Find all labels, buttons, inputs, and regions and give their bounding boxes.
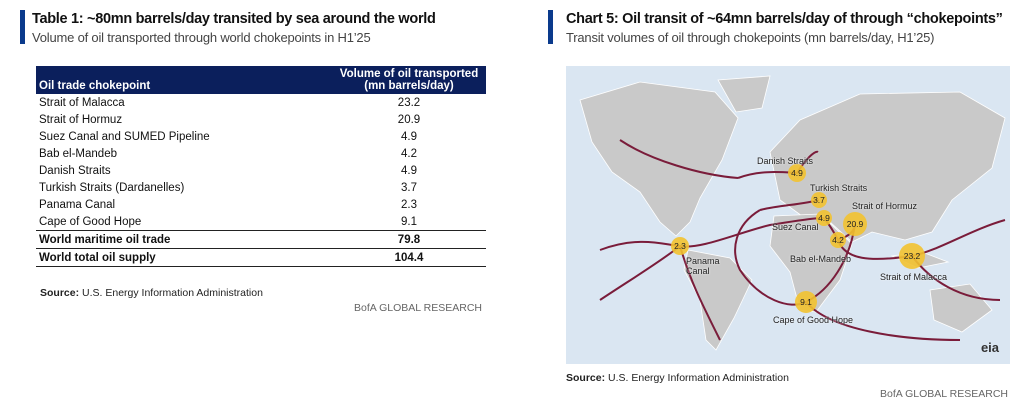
- chokepoint-label: Strait of Malacca: [880, 272, 948, 282]
- marker-value: 4.9: [791, 168, 803, 178]
- chokepoint-markers: 4.9 3.7 4.9 20.94.2 23.2 2.3 9.1: [671, 164, 925, 313]
- source-text: U.S. Energy Information Administration: [82, 287, 263, 299]
- volume: 23.2: [397, 96, 421, 109]
- table-row: Strait of Malacca 23.2: [36, 94, 486, 111]
- chokepoint-label: Suez Canal: [772, 222, 819, 232]
- table-row: Turkish Straits (Dardanelles) 3.7: [36, 179, 486, 196]
- chokepoint-label: Cape of Good Hope: [773, 315, 854, 325]
- map-subtitle: Transit volumes of oil through chokepoin…: [566, 30, 935, 45]
- table-row: Danish Straits 4.9: [36, 162, 486, 179]
- chokepoint-name: Strait of Malacca: [39, 96, 125, 109]
- marker: [671, 237, 689, 255]
- table-row: Suez Canal and SUMED Pipeline 4.9: [36, 128, 486, 145]
- table-row: Panama Canal 2.3: [36, 196, 486, 213]
- marker-value: 23.2: [904, 251, 921, 261]
- chokepoint-name: Bab el-Mandeb: [39, 147, 117, 160]
- volume: 4.9: [401, 164, 417, 177]
- volume: 9.1: [401, 215, 417, 228]
- marker-value: 2.3: [674, 241, 686, 251]
- marker: [816, 210, 832, 226]
- credit: BofA GLOBAL RESEARCH: [354, 302, 482, 314]
- marker: [795, 291, 817, 313]
- column-header: Volume of oil transported (mn barrels/day…: [332, 66, 486, 94]
- logo: eia: [981, 340, 1000, 355]
- marker-value: 9.1: [800, 297, 812, 307]
- volume: 79.8: [332, 230, 486, 249]
- chokepoint-label: Bab el-Mandeb: [790, 254, 852, 264]
- accent-bar: [548, 10, 553, 44]
- chokepoint-name: Turkish Straits (Dardanelles): [39, 181, 185, 194]
- table-row: World total oil supply 104.4: [36, 248, 486, 267]
- source-label: Source:: [566, 372, 606, 384]
- source-text: U.S. Energy Information Administration: [608, 372, 789, 384]
- volume: 2.3: [401, 198, 417, 211]
- table-title: Table 1: ~80mn barrels/day transited by …: [32, 11, 436, 27]
- volume: 4.9: [401, 130, 417, 143]
- chokepoint-label: Strait of Hormuz: [852, 201, 918, 211]
- map-title: Chart 5: Oil transit of ~64mn barrels/da…: [566, 11, 1003, 27]
- chokepoint-name: World total oil supply: [36, 248, 332, 267]
- chokepoint-label: Turkish Straits: [810, 183, 868, 193]
- chokepoint-name: World maritime oil trade: [36, 230, 332, 249]
- table-row: Cape of Good Hope 9.1: [36, 213, 486, 231]
- volume: 3.7: [401, 181, 417, 194]
- header-line: (mn barrels/day): [364, 80, 454, 92]
- chokepoint-name: Suez Canal and SUMED Pipeline: [39, 130, 210, 143]
- chokepoint-name: Strait of Hormuz: [39, 113, 123, 126]
- chokepoint-label: Danish Straits: [757, 156, 814, 166]
- table-row: World maritime oil trade 79.8: [36, 230, 486, 249]
- marker: [811, 192, 827, 208]
- source: Source: U.S. Energy Information Administ…: [566, 372, 789, 384]
- marker: [843, 212, 867, 236]
- marker: [899, 243, 925, 269]
- table-subtitle: Volume of oil transported through world …: [32, 30, 371, 45]
- volume: 104.4: [332, 248, 486, 267]
- table-row: Strait of Hormuz 20.9: [36, 111, 486, 128]
- marker: [830, 232, 846, 248]
- source: Source: U.S. Energy Information Administ…: [40, 287, 263, 299]
- marker-value: 4.9: [818, 213, 830, 223]
- table-row: Bab el-Mandeb 4.2: [36, 145, 486, 162]
- marker: [788, 164, 806, 182]
- marker-value: 3.7: [813, 195, 825, 205]
- marker-value: 20.9: [847, 219, 864, 229]
- accent-bar: [20, 10, 25, 44]
- header-line: Volume of oil transported: [339, 68, 479, 80]
- chokepoint-name: Cape of Good Hope: [39, 215, 142, 228]
- volume: 20.9: [397, 113, 421, 126]
- credit: BofA GLOBAL RESEARCH: [880, 388, 1008, 400]
- source-label: Source:: [40, 287, 80, 299]
- chokepoint-name: Danish Straits: [39, 164, 111, 177]
- chokepoint-label: Panama Canal: [686, 256, 720, 276]
- chokepoint-table: Oil trade chokepoint Volume of oil trans…: [36, 66, 486, 267]
- chokepoint-name: Panama Canal: [39, 198, 116, 211]
- column-header: Oil trade chokepoint: [36, 66, 332, 94]
- marker-value: 4.2: [832, 235, 844, 245]
- volume: 4.2: [401, 147, 417, 160]
